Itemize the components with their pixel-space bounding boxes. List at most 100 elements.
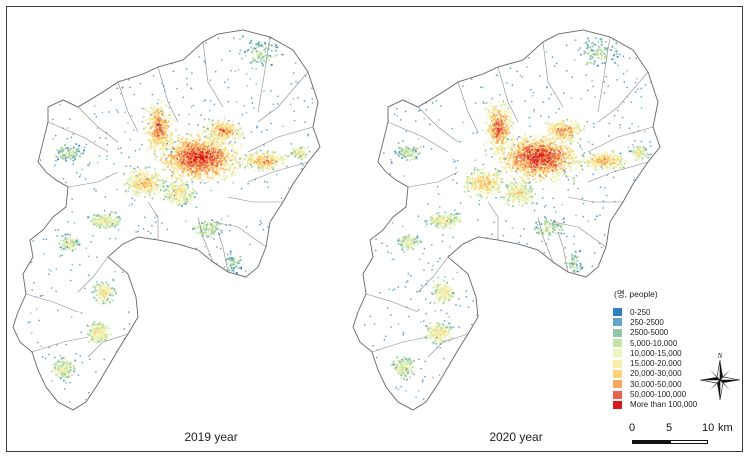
density-cell <box>239 146 242 149</box>
density-cell <box>144 174 147 176</box>
density-cell <box>207 234 209 237</box>
density-cell <box>233 261 235 264</box>
density-cell <box>198 158 201 161</box>
density-cell <box>261 156 264 159</box>
density-cell <box>59 354 61 357</box>
density-cell <box>197 164 200 167</box>
density-cell <box>94 215 97 218</box>
density-cell <box>227 169 230 171</box>
density-cell <box>275 310 277 312</box>
density-cell <box>191 175 194 177</box>
density-cell <box>160 122 162 125</box>
density-cell <box>66 138 68 140</box>
density-cell <box>298 156 300 159</box>
density-cell <box>219 152 222 155</box>
density-cell <box>137 60 140 63</box>
density-cell <box>106 222 109 225</box>
density-cell <box>169 136 172 139</box>
density-cell <box>141 176 144 179</box>
density-cell <box>25 233 27 235</box>
density-cell <box>101 285 103 287</box>
density-cell <box>163 85 165 87</box>
density-cell <box>247 333 249 336</box>
density-cell <box>229 167 231 169</box>
density-cell <box>60 374 62 376</box>
density-cell <box>213 141 216 143</box>
density-cell <box>167 193 170 196</box>
density-cell <box>158 184 161 186</box>
density-cell <box>220 247 222 250</box>
density-cell <box>298 149 301 152</box>
density-cell <box>297 96 299 99</box>
density-cell <box>236 130 239 133</box>
density-cell <box>124 183 127 185</box>
density-cell <box>74 369 76 372</box>
density-cell <box>234 137 237 140</box>
density-cell <box>213 219 216 222</box>
density-cell <box>160 178 163 181</box>
density-cell <box>140 172 143 175</box>
density-cell <box>103 287 106 290</box>
density-cell <box>176 188 179 190</box>
density-cell <box>30 216 32 218</box>
density-cell <box>153 106 156 109</box>
density-cell <box>187 193 190 196</box>
density-cell <box>199 169 202 172</box>
density-cell <box>187 143 190 145</box>
density-cell <box>156 178 159 181</box>
density-cell <box>210 226 213 228</box>
density-cell <box>228 323 230 326</box>
density-cell <box>165 325 167 327</box>
density-cell <box>173 148 176 150</box>
density-cell <box>129 173 132 175</box>
density-cell <box>170 194 172 197</box>
density-cell <box>53 366 56 369</box>
density-cell <box>177 289 180 291</box>
density-cell <box>269 54 272 57</box>
density-cell <box>71 244 74 247</box>
density-cell <box>245 159 248 162</box>
density-cell <box>284 238 287 241</box>
density-cell <box>282 53 284 56</box>
density-cell <box>257 160 259 162</box>
density-cell <box>153 150 156 153</box>
density-cell <box>110 99 112 101</box>
density-cell <box>52 138 55 140</box>
density-cell <box>232 120 234 123</box>
density-cell <box>220 163 223 166</box>
density-cell <box>220 149 223 152</box>
density-cell <box>268 154 270 156</box>
density-cell <box>175 159 178 161</box>
density-cell <box>305 400 307 402</box>
density-cell <box>210 159 213 162</box>
density-cell <box>259 224 261 226</box>
density-cell <box>178 149 181 152</box>
density-cell <box>185 200 188 202</box>
density-cell <box>243 137 245 139</box>
density-cell <box>105 132 108 134</box>
density-cell <box>187 132 189 135</box>
density-cell <box>42 238 45 241</box>
density-cell <box>177 166 180 168</box>
density-cell <box>205 228 208 230</box>
density-cell <box>226 124 228 127</box>
density-cell <box>164 149 167 151</box>
density-cell <box>191 155 193 158</box>
density-cell <box>207 167 209 169</box>
density-cell <box>172 70 175 72</box>
density-cell <box>214 146 216 149</box>
density-cell <box>209 177 212 179</box>
density-cell <box>156 112 159 115</box>
density-cell <box>177 145 180 148</box>
density-cell <box>147 173 149 176</box>
density-cell <box>103 298 106 301</box>
density-cell <box>212 126 215 129</box>
density-cell <box>106 335 109 338</box>
density-cell <box>103 224 106 227</box>
density-cell <box>169 168 171 171</box>
density-cell <box>144 167 147 170</box>
density-cell <box>226 322 228 324</box>
density-cell <box>29 321 31 323</box>
density-cell <box>179 142 182 145</box>
density-cell <box>36 209 38 212</box>
